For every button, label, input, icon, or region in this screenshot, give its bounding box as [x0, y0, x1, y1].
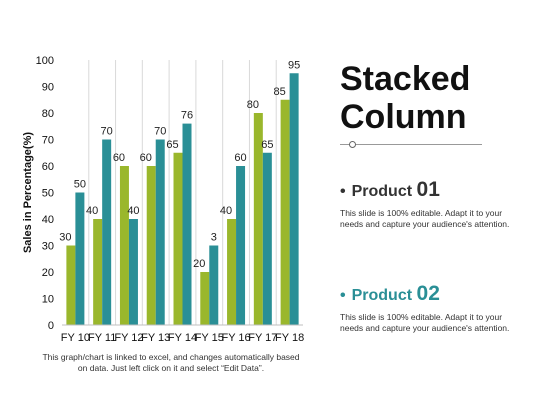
bar — [262, 152, 272, 325]
product-02: • Product 02 This slide is 100% editable.… — [340, 282, 540, 334]
y-tick-label: 80 — [42, 108, 54, 120]
title-line-1: Stacked — [340, 60, 471, 98]
title-divider — [340, 138, 482, 150]
bar — [182, 123, 192, 325]
chart: 0 10 20 30 40 50 60 70 80 90 100 Sales in Percentag… — [22, 55, 304, 344]
product-01-label: Product — [351, 183, 413, 200]
bar — [146, 166, 156, 325]
bar — [280, 99, 290, 325]
data-label: 50 — [74, 179, 86, 191]
divider-line — [340, 144, 482, 145]
product-01-description: This slide is 100% editable. Adapt it to… — [340, 208, 510, 229]
product-01-heading: • Product 01 — [340, 178, 540, 202]
bar — [119, 166, 129, 325]
bar — [75, 192, 85, 325]
chart-note: This graph/chart is linked to excel, and… — [42, 352, 300, 373]
bullet-icon: • — [340, 183, 346, 200]
data-label: 95 — [288, 59, 300, 71]
title-line-2: Column — [340, 98, 467, 136]
slide-title: Stacked Column — [340, 60, 540, 136]
product-02-heading: • Product 02 — [340, 282, 540, 306]
y-tick-label: 100 — [36, 55, 54, 67]
bar — [227, 219, 237, 325]
divider-dot — [349, 141, 356, 148]
bar — [128, 219, 138, 325]
x-tick-label: FY 17 — [248, 332, 277, 344]
bullet-icon: • — [340, 287, 346, 304]
product-02-label: Product — [351, 287, 413, 304]
y-tick-label: 70 — [42, 135, 54, 147]
x-tick-label: FY 12 — [114, 332, 143, 344]
data-label: 70 — [154, 126, 166, 138]
bar — [253, 113, 263, 325]
data-label: 20 — [193, 258, 205, 270]
bar — [236, 166, 246, 325]
data-label: 30 — [59, 232, 71, 244]
bar — [200, 272, 210, 325]
y-tick-label: 40 — [42, 214, 54, 226]
x-tick-label: FY 13 — [141, 332, 170, 344]
y-tick-label: 30 — [42, 241, 54, 253]
y-tick-label: 60 — [42, 161, 54, 173]
x-tick-label: FY 11 — [88, 332, 116, 344]
data-label: 40 — [220, 205, 232, 217]
data-label: 85 — [273, 86, 285, 98]
product-01: • Product 01 This slide is 100% editable.… — [340, 178, 540, 230]
data-label: 60 — [234, 152, 246, 164]
bar — [155, 139, 165, 325]
bar — [209, 245, 219, 325]
y-tick-label: 20 — [42, 267, 54, 279]
bar — [102, 139, 112, 325]
product-02-description: This slide is 100% editable. Adapt it to… — [340, 312, 510, 333]
y-tick-label: 90 — [42, 82, 54, 94]
x-tick-label: FY 14 — [168, 332, 197, 344]
x-tick-label: FY 16 — [221, 332, 250, 344]
data-label: 60 — [140, 152, 152, 164]
y-tick-label: 50 — [42, 188, 54, 200]
bar — [173, 152, 183, 325]
product-02-number: 02 — [416, 282, 440, 305]
data-label: 65 — [166, 139, 178, 151]
data-label: 40 — [86, 205, 98, 217]
x-tick-label: FY 10 — [61, 332, 90, 344]
y-tick-label: 0 — [48, 320, 54, 332]
bar — [289, 73, 299, 325]
data-label: 60 — [113, 152, 125, 164]
x-tick-label: FY 15 — [195, 332, 224, 344]
data-label: 40 — [127, 205, 139, 217]
data-label: 65 — [261, 139, 273, 151]
data-label: 70 — [101, 126, 113, 138]
product-01-number: 01 — [416, 178, 440, 201]
bar — [66, 245, 76, 325]
data-label: 3 — [211, 232, 217, 244]
data-label: 80 — [247, 99, 259, 111]
x-tick-label: FY 18 — [275, 332, 304, 344]
y-tick-label: 10 — [42, 294, 54, 306]
bar — [93, 219, 103, 325]
data-label: 76 — [181, 110, 193, 122]
y-axis-title: Sales in Percentage(%) — [22, 132, 34, 253]
